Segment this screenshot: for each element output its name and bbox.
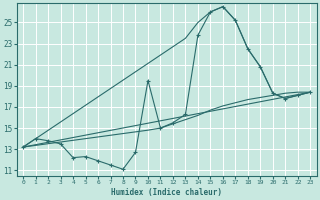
X-axis label: Humidex (Indice chaleur): Humidex (Indice chaleur) bbox=[111, 188, 222, 197]
